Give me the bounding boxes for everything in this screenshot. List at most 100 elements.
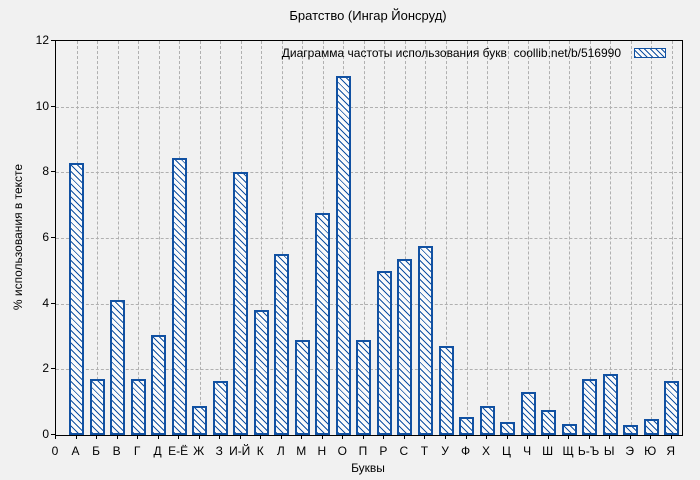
- x-axis-title: Буквы: [351, 461, 385, 475]
- bar-Х: [479, 405, 495, 435]
- y-tick-mark: [51, 302, 56, 304]
- x-tick-label-Д: Д: [153, 444, 162, 458]
- x-tick-label-Н: Н: [317, 444, 327, 458]
- bar-Ц: [500, 421, 515, 435]
- x-tick-label-0: 0: [51, 444, 59, 458]
- y-tick-label-6: 6: [42, 230, 49, 244]
- x-tick-label-З: З: [215, 444, 223, 458]
- x-tick-label-Щ: Щ: [562, 444, 574, 458]
- x-tick-label-Б: Б: [92, 444, 100, 458]
- x-tick-mark: [486, 435, 487, 439]
- gridline-horizontal: [56, 303, 682, 305]
- y-tick-mark: [51, 40, 56, 41]
- bar-Ю: [643, 418, 659, 435]
- x-tick-label-Ф: Ф: [460, 444, 471, 458]
- x-tick-label-Х: Х: [481, 444, 490, 458]
- y-tick-label-2: 2: [42, 361, 49, 376]
- x-tick-mark: [55, 435, 56, 439]
- bar-У: [438, 346, 454, 435]
- y-tick-label-4: 4: [42, 295, 49, 310]
- x-tick-mark: [568, 435, 570, 439]
- bar-Ь-Ъ: [582, 379, 598, 435]
- x-tick-label-Г: Г: [133, 444, 141, 458]
- bar-М: [294, 339, 310, 435]
- bar-Г: [130, 379, 146, 435]
- x-tick-label-Р: Р: [379, 444, 388, 458]
- bar-Щ: [561, 423, 577, 435]
- x-tick-label-Ц: Ц: [502, 444, 511, 458]
- gridline-horizontal: [56, 238, 682, 239]
- x-tick-label-Я: Я: [666, 444, 676, 458]
- y-tick-mark: [51, 368, 56, 370]
- gridline-horizontal: [56, 172, 682, 174]
- y-tick-label-10: 10: [35, 98, 49, 113]
- bar-К: [253, 310, 269, 435]
- x-tick-mark: [383, 435, 385, 439]
- x-tick-label-Ь-Ъ: Ь-Ъ: [577, 444, 600, 458]
- x-tick-mark: [670, 435, 672, 439]
- x-tick-label-Ч: Ч: [523, 444, 532, 458]
- x-tick-mark: [301, 435, 303, 439]
- legend: Диаграмма частоты использования букв coo…: [281, 46, 666, 60]
- x-tick-mark: [198, 435, 200, 439]
- x-tick-mark: [137, 435, 139, 439]
- y-tick-mark: [51, 237, 56, 238]
- x-tick-label-Е-Ё: Е-Ё: [168, 444, 189, 458]
- bar-Е-Ё: [171, 157, 187, 435]
- x-tick-mark: [547, 435, 549, 439]
- x-tick-label-Л: Л: [276, 444, 285, 458]
- x-tick-label-Ж: Ж: [193, 444, 205, 458]
- bar-Э: [623, 425, 639, 435]
- x-tick-mark: [403, 435, 405, 439]
- x-tick-mark: [609, 435, 611, 439]
- x-tick-label-Ю: Ю: [644, 444, 657, 458]
- x-tick-mark: [321, 435, 323, 439]
- x-tick-label-Ш: Ш: [542, 444, 554, 458]
- bar-Б: [89, 379, 105, 435]
- x-tick-mark: [219, 435, 221, 439]
- x-tick-mark: [280, 435, 282, 439]
- x-tick-label-С: С: [399, 444, 409, 458]
- bar-Ш: [541, 410, 557, 435]
- x-tick-label-Э: Э: [625, 444, 634, 458]
- y-tick-mark: [51, 434, 56, 435]
- x-tick-label-П: П: [358, 444, 368, 458]
- bar-Ф: [459, 416, 474, 435]
- bar-С: [397, 259, 413, 435]
- x-tick-label-В: В: [112, 444, 121, 458]
- x-tick-mark: [75, 435, 77, 439]
- bar-Д: [151, 334, 167, 435]
- x-tick-label-Т: Т: [420, 444, 429, 458]
- x-tick-label-К: К: [256, 444, 264, 458]
- bar-В: [110, 300, 126, 435]
- y-axis-title: % использования в тексте: [11, 163, 25, 311]
- gridline-horizontal: [56, 106, 682, 108]
- bar-Т: [417, 246, 433, 435]
- bar-О: [335, 75, 351, 435]
- y-tick-label-12: 12: [35, 33, 49, 47]
- bar-Ч: [520, 392, 536, 435]
- bar-Л: [274, 254, 290, 435]
- y-tick-label-8: 8: [42, 164, 49, 179]
- x-tick-mark: [362, 435, 364, 439]
- x-tick-mark: [445, 435, 446, 439]
- chart-title: Братство (Ингар Йонсруд): [289, 8, 447, 23]
- x-tick-mark: [178, 435, 180, 439]
- x-tick-label-И-Й: И-Й: [229, 444, 251, 458]
- bar-И-Й: [233, 172, 249, 435]
- x-tick-mark: [96, 435, 97, 439]
- bar-Ы: [602, 374, 618, 435]
- x-tick-mark: [424, 435, 426, 439]
- x-tick-label-О: О: [337, 444, 347, 458]
- x-tick-mark: [239, 435, 241, 439]
- x-tick-mark: [465, 435, 467, 439]
- bar-Р: [376, 270, 392, 435]
- bar-А: [69, 162, 84, 435]
- y-tick-mark: [51, 171, 56, 173]
- x-tick-mark: [157, 435, 159, 439]
- legend-label: Диаграмма частоты использования букв coo…: [281, 46, 621, 60]
- x-tick-mark: [527, 435, 529, 439]
- x-tick-label-А: А: [71, 444, 80, 458]
- bar-З: [212, 380, 228, 435]
